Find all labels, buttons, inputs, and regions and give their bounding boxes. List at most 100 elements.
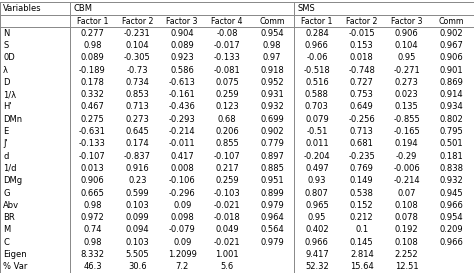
Text: -0.021: -0.021 [214, 201, 240, 210]
Text: -0.73: -0.73 [127, 66, 148, 75]
Text: -0.021: -0.021 [214, 238, 240, 247]
Text: 15.64: 15.64 [350, 262, 374, 271]
Text: 0.645: 0.645 [126, 127, 149, 136]
Text: 0.914: 0.914 [440, 90, 464, 99]
Text: 0.417: 0.417 [170, 152, 194, 161]
Text: 0.649: 0.649 [350, 102, 374, 111]
Text: 0.966: 0.966 [305, 238, 329, 247]
Text: H': H' [3, 102, 12, 111]
Text: 0.09: 0.09 [173, 238, 191, 247]
Text: 5.6: 5.6 [220, 262, 234, 271]
Text: 0.727: 0.727 [350, 78, 374, 87]
Text: 0.1: 0.1 [355, 225, 368, 235]
Text: 7.2: 7.2 [175, 262, 189, 271]
Text: 0.906: 0.906 [440, 53, 464, 62]
Text: 0.98: 0.98 [263, 41, 281, 50]
Text: 0.402: 0.402 [305, 225, 328, 235]
Text: 0.011: 0.011 [305, 139, 328, 148]
Text: SMS: SMS [298, 4, 315, 13]
Text: 0.108: 0.108 [395, 238, 419, 247]
Text: G: G [3, 189, 9, 198]
Text: CBM: CBM [73, 4, 92, 13]
Text: 0.273: 0.273 [395, 78, 419, 87]
Text: 0.467: 0.467 [81, 102, 104, 111]
Text: 0.918: 0.918 [260, 66, 284, 75]
Text: -0.006: -0.006 [393, 164, 420, 173]
Text: Abv: Abv [3, 201, 19, 210]
Text: -0.296: -0.296 [169, 189, 196, 198]
Text: 8.332: 8.332 [81, 250, 104, 259]
Text: λ: λ [3, 66, 8, 75]
Text: 5.505: 5.505 [126, 250, 149, 259]
Text: 0.174: 0.174 [126, 139, 149, 148]
Text: -0.235: -0.235 [348, 152, 375, 161]
Text: 0.284: 0.284 [305, 29, 329, 38]
Text: 0.501: 0.501 [440, 139, 464, 148]
Text: 0.275: 0.275 [81, 115, 104, 124]
Text: 0.206: 0.206 [215, 127, 239, 136]
Text: 0.516: 0.516 [305, 78, 329, 87]
Text: 0.194: 0.194 [395, 139, 419, 148]
Text: Factor 1: Factor 1 [77, 16, 108, 25]
Text: 0.916: 0.916 [126, 164, 149, 173]
Text: 0.901: 0.901 [440, 66, 464, 75]
Text: 0.008: 0.008 [170, 164, 194, 173]
Text: 0.951: 0.951 [260, 176, 284, 185]
Text: 0.93: 0.93 [308, 176, 326, 185]
Text: -0.51: -0.51 [306, 127, 328, 136]
Text: 0.967: 0.967 [439, 41, 464, 50]
Text: 0.74: 0.74 [83, 225, 102, 235]
Text: 0.153: 0.153 [350, 41, 374, 50]
Text: 0.954: 0.954 [440, 213, 464, 222]
Text: 0.104: 0.104 [126, 41, 149, 50]
Text: 1/d: 1/d [3, 164, 17, 173]
Text: 0.98: 0.98 [83, 238, 102, 247]
Text: -0.748: -0.748 [348, 66, 375, 75]
Text: -0.079: -0.079 [169, 225, 196, 235]
Text: DMn: DMn [3, 115, 22, 124]
Text: 0.089: 0.089 [81, 53, 104, 62]
Text: 0.103: 0.103 [126, 238, 149, 247]
Text: -0.081: -0.081 [214, 66, 240, 75]
Text: -0.436: -0.436 [169, 102, 196, 111]
Text: -0.293: -0.293 [169, 115, 196, 124]
Text: 0.95: 0.95 [398, 53, 416, 62]
Text: 0.68: 0.68 [218, 115, 237, 124]
Text: 0.966: 0.966 [305, 41, 329, 50]
Text: 0.934: 0.934 [440, 102, 464, 111]
Text: C: C [3, 238, 9, 247]
Text: 0.932: 0.932 [260, 102, 284, 111]
Text: 0.807: 0.807 [305, 189, 329, 198]
Text: 0.217: 0.217 [215, 164, 239, 173]
Text: -0.165: -0.165 [393, 127, 420, 136]
Text: -0.256: -0.256 [348, 115, 375, 124]
Text: 0.972: 0.972 [81, 213, 104, 222]
Text: -0.06: -0.06 [306, 53, 328, 62]
Text: 0.966: 0.966 [439, 201, 464, 210]
Text: -0.29: -0.29 [396, 152, 417, 161]
Text: % Var: % Var [3, 262, 27, 271]
Text: 0.95: 0.95 [308, 213, 326, 222]
Text: 0.212: 0.212 [350, 213, 374, 222]
Text: 0.178: 0.178 [81, 78, 104, 87]
Text: 1/λ: 1/λ [3, 90, 16, 99]
Text: 0.259: 0.259 [215, 90, 239, 99]
Text: 52.32: 52.32 [305, 262, 329, 271]
Text: 0.192: 0.192 [395, 225, 419, 235]
Text: 0.104: 0.104 [395, 41, 419, 50]
Text: 0.838: 0.838 [439, 164, 464, 173]
Text: Factor 3: Factor 3 [391, 16, 422, 25]
Text: 0.979: 0.979 [260, 201, 284, 210]
Text: 0.099: 0.099 [126, 213, 149, 222]
Text: N: N [3, 29, 9, 38]
Text: 0.902: 0.902 [260, 127, 284, 136]
Text: J': J' [3, 139, 8, 148]
Text: 0.966: 0.966 [439, 238, 464, 247]
Text: Comm: Comm [259, 16, 285, 25]
Text: -0.011: -0.011 [169, 139, 196, 148]
Text: 0.965: 0.965 [305, 201, 329, 210]
Text: 0.945: 0.945 [440, 189, 464, 198]
Text: 0.665: 0.665 [81, 189, 104, 198]
Text: -0.613: -0.613 [169, 78, 196, 87]
Text: 0.703: 0.703 [305, 102, 329, 111]
